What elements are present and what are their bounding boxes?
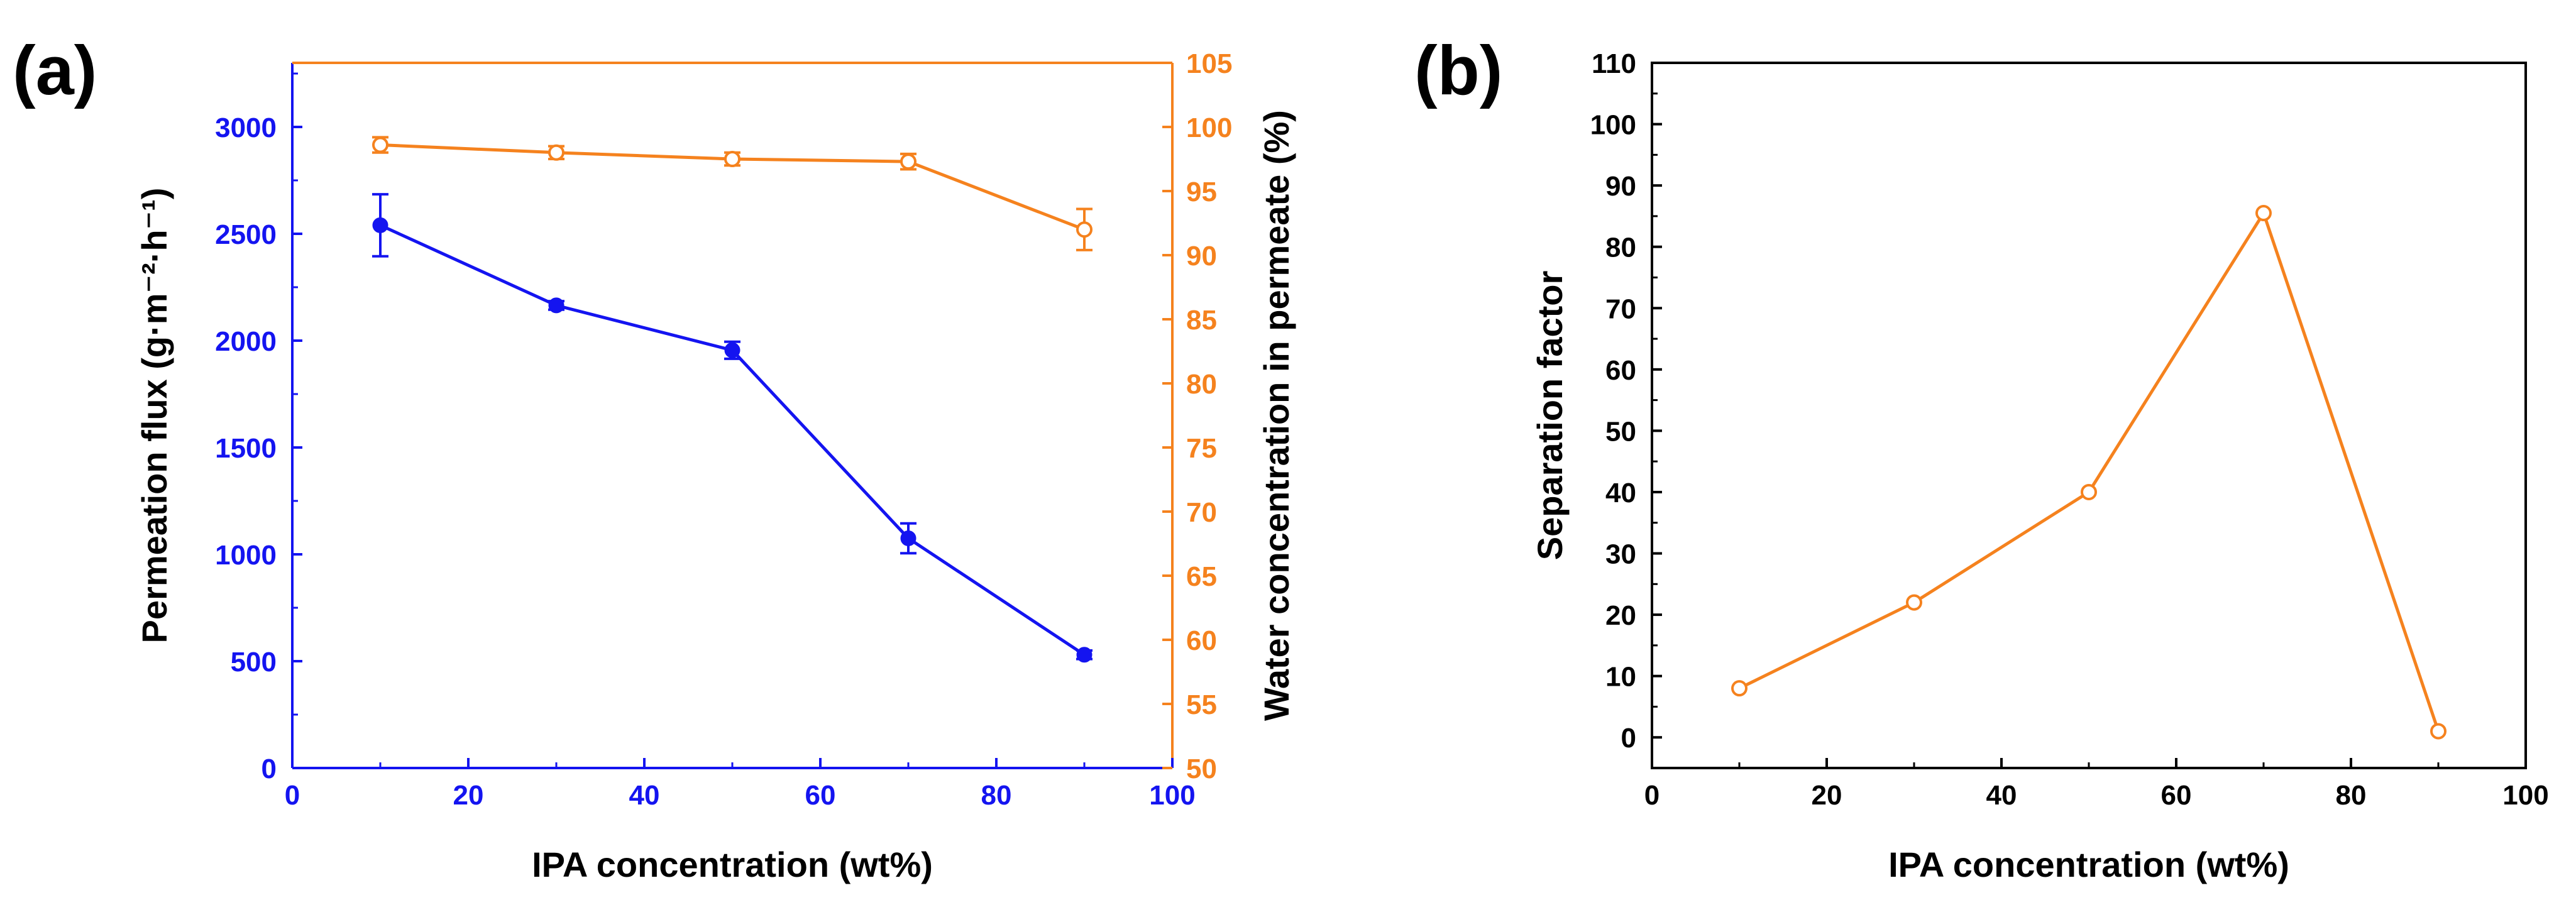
data-point — [2255, 205, 2272, 222]
data-point — [372, 217, 388, 233]
data-point — [548, 297, 564, 314]
x-tick-label: 20 — [1812, 780, 1842, 811]
y-tick-label: 70 — [1605, 294, 1636, 324]
x-tick-label: 20 — [453, 780, 484, 811]
y-tick-label: 90 — [1605, 171, 1636, 202]
x-tick-label: 0 — [1644, 780, 1660, 811]
y-right-tick-label: 75 — [1186, 433, 1217, 464]
y-right-tick-label: 80 — [1186, 369, 1217, 400]
x-tick-label: 80 — [2336, 780, 2367, 811]
y-left-tick-label: 1500 — [215, 433, 277, 464]
y-tick-label: 40 — [1605, 478, 1636, 508]
data-point — [1076, 221, 1093, 238]
y-right-tick-label: 55 — [1186, 689, 1217, 720]
y-tick-label: 110 — [1592, 48, 1636, 79]
x-tick-label: 0 — [285, 780, 300, 811]
y-tick-label: 80 — [1605, 233, 1636, 263]
y-left-tick-label: 2500 — [215, 219, 277, 250]
data-point — [724, 151, 740, 167]
y-tick-label: 60 — [1605, 355, 1636, 386]
y-right-tick-label: 50 — [1186, 754, 1217, 784]
x-tick-label: 100 — [2502, 780, 2548, 811]
y-tick-label: 100 — [1590, 110, 1636, 141]
series-line-flux — [379, 224, 1086, 656]
y-tick-label: 30 — [1605, 539, 1636, 570]
y-right-tick-label: 90 — [1186, 241, 1217, 272]
x-tick-label: 60 — [805, 780, 836, 811]
chart-b: 0 20 40 60 80 100 0 10 20 30 40 50 60 70 80 90 100 110 IPA… — [1530, 48, 2549, 884]
chart-a: 0 20 40 60 80 1000500100015002000250030005055… — [135, 48, 1296, 884]
y-axis-right-label: Water concentration in permeate (%) — [1257, 110, 1296, 721]
y-left-tick-label: 1000 — [215, 540, 277, 571]
data-point — [900, 530, 916, 546]
data-point — [1076, 647, 1093, 663]
x-tick-label: 40 — [1986, 780, 2017, 811]
y-tick-label: 10 — [1605, 662, 1636, 693]
y-tick-label: 50 — [1605, 416, 1636, 447]
panel-label-a: (a) — [13, 32, 97, 109]
data-point — [372, 136, 388, 153]
x-axis-label: IPA concentration (wt%) — [532, 845, 933, 884]
x-tick-label: 80 — [981, 780, 1012, 811]
x-axis-label: IPA concentration (wt%) — [1888, 845, 2289, 884]
y-tick-label: 0 — [1621, 723, 1636, 754]
y-right-tick-label: 85 — [1186, 305, 1217, 336]
data-point — [2430, 723, 2447, 740]
y-tick-label: 20 — [1605, 600, 1636, 631]
y-right-tick-label: 70 — [1186, 497, 1217, 528]
x-tick-label: 100 — [1149, 780, 1195, 811]
y-left-tick-label: 3000 — [215, 112, 277, 143]
y-axis-label: Separation factor — [1530, 271, 1570, 561]
plot-frame — [1651, 62, 2527, 769]
panel-label-b: (b) — [1414, 32, 1502, 109]
y-right-tick-label: 100 — [1186, 112, 1232, 143]
x-tick-label: 40 — [629, 780, 660, 811]
data-point — [2081, 483, 2097, 500]
series-line-separation-factor — [1738, 209, 2440, 732]
y-right-tick-label: 60 — [1186, 625, 1217, 656]
y-left-tick-label: 2000 — [215, 326, 277, 357]
y-right-tick-label: 65 — [1186, 561, 1217, 592]
data-point — [724, 342, 740, 358]
data-point — [900, 153, 916, 170]
y-left-tick-label: 0 — [261, 754, 277, 784]
data-point — [548, 144, 564, 161]
x-tick-label: 60 — [2161, 780, 2192, 811]
data-point — [1731, 680, 1748, 697]
y-right-tick-label: 95 — [1186, 177, 1217, 207]
y-right-tick-label: 105 — [1186, 48, 1232, 79]
data-point — [1906, 594, 1922, 611]
y-axis-left-label: Permeation flux (g·m⁻²·h⁻¹) — [135, 188, 174, 644]
y-left-tick-label: 500 — [231, 647, 277, 678]
